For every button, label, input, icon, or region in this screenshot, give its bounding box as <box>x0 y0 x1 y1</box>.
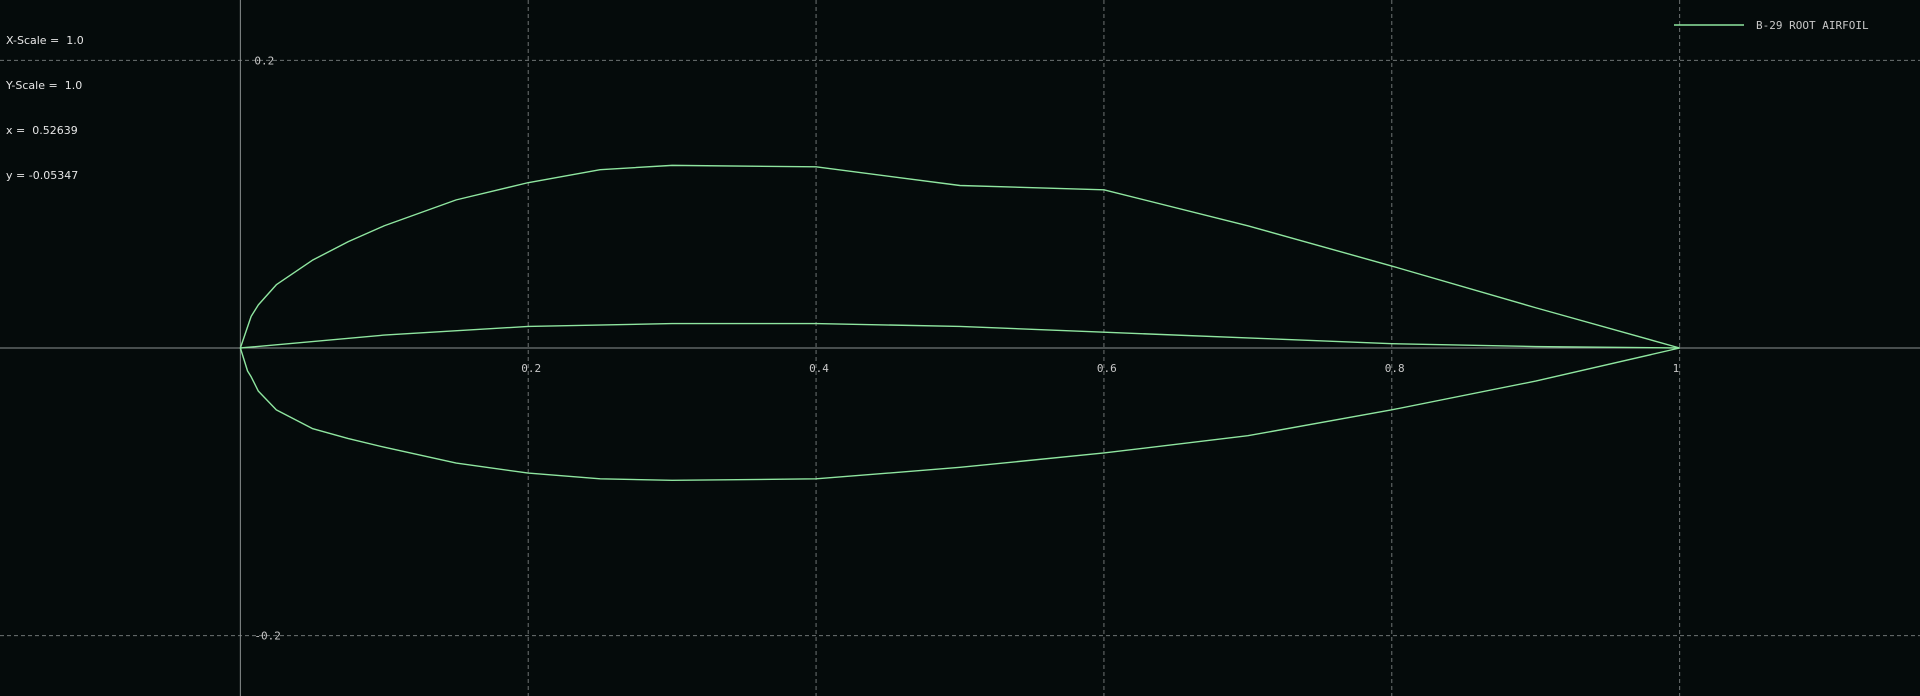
legend: B-29 ROOT AIRFOIL <box>1674 19 1869 32</box>
x-scale-value: 1.0 <box>66 34 84 47</box>
cursor-x-label: x = <box>6 124 26 137</box>
x-scale-label: X-Scale = <box>6 34 60 47</box>
y-tick-label-1: -0.2 <box>254 630 280 643</box>
y-tick-label-0: 0.2 <box>254 54 274 67</box>
y-scale-value: 1.0 <box>64 79 83 92</box>
cursor-x-row: x = 0.52639 <box>6 123 84 138</box>
x-tick-label-0: 0.2 <box>521 362 541 375</box>
cursor-y-value: -0.05347 <box>28 169 79 182</box>
legend-label: B-29 ROOT AIRFOIL <box>1756 19 1869 32</box>
cursor-y-label: y = <box>6 169 26 182</box>
y-scale-label: Y-Scale = <box>6 79 58 92</box>
cursor-x-value: 0.52639 <box>32 124 78 137</box>
tick-labels: 0.2 0.4 0.6 0.8 1 0.2 -0.2 <box>254 54 1679 642</box>
series-line-0 <box>239 164 1680 481</box>
x-scale-row: X-Scale = 1.0 <box>6 33 84 48</box>
series-line-1 <box>240 322 1680 349</box>
x-tick-label-2: 0.6 <box>1097 362 1117 375</box>
x-tick-label-4: 1 <box>1673 362 1680 375</box>
series-lines <box>239 164 1680 481</box>
x-tick-label-1: 0.4 <box>809 362 829 375</box>
x-tick-label-3: 0.8 <box>1385 362 1405 375</box>
cursor-y-row: y = -0.05347 <box>6 168 84 183</box>
coordinate-readout: X-Scale = 1.0 Y-Scale = 1.0 x = 0.52639 … <box>6 3 84 213</box>
y-scale-row: Y-Scale = 1.0 <box>6 78 84 93</box>
